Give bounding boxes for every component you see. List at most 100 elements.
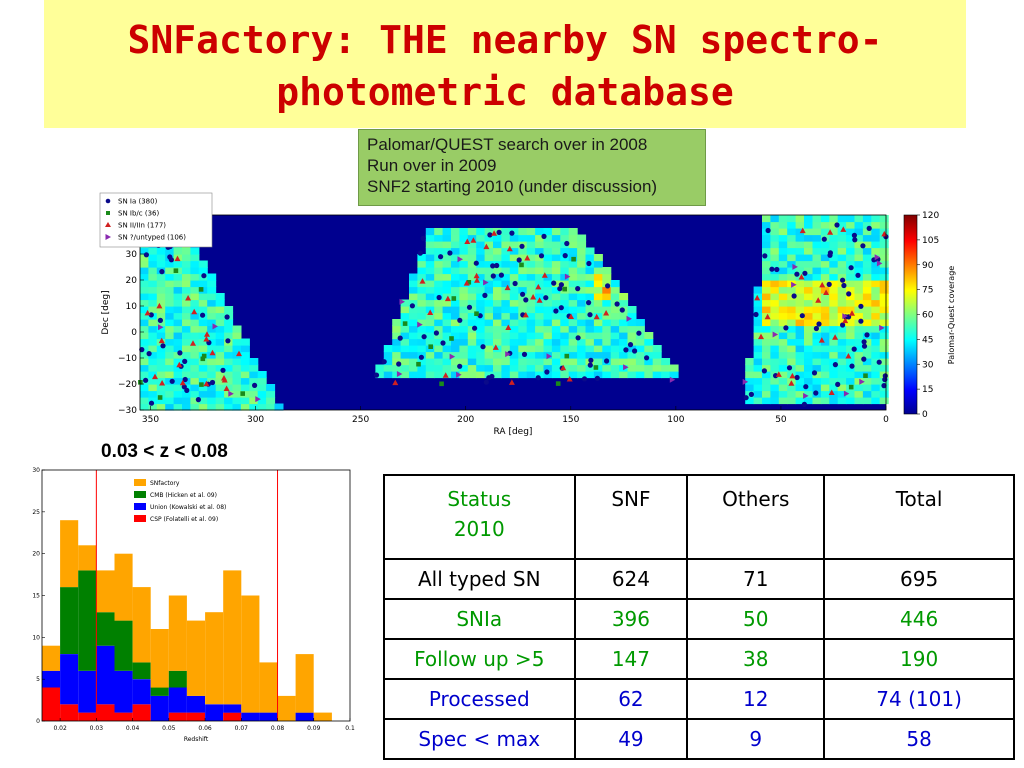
- sn-marker: [176, 361, 183, 368]
- sn-marker: [783, 325, 789, 331]
- sn-marker: [160, 343, 166, 349]
- sn-marker: [842, 313, 848, 320]
- sn-marker: [819, 281, 826, 288]
- histogram-bar: [168, 670, 187, 688]
- map-y-tick-label: 10: [126, 302, 138, 312]
- sn-marker: [564, 353, 570, 359]
- map-x-tick-label: 0: [883, 415, 889, 425]
- sn-marker: [449, 336, 454, 341]
- sn-marker: [473, 272, 480, 279]
- sn-marker: [813, 390, 819, 396]
- sn-marker: [466, 304, 473, 310]
- sn-marker: [182, 376, 188, 383]
- histogram-bar: [241, 595, 260, 713]
- colorbar-label: Palomar-Quest coverage: [947, 266, 956, 364]
- histogram-bar: [313, 712, 332, 721]
- colorbar-tick-label: 45: [922, 335, 933, 345]
- sn-marker: [519, 243, 525, 249]
- table-row: SNIa 396 50 446: [383, 598, 1015, 640]
- sn-marker: [505, 351, 511, 358]
- others-cell: 12: [686, 678, 826, 720]
- histogram-legend-entry: CSP (Folatelli et al. 09): [150, 516, 218, 523]
- sn-marker: [860, 243, 866, 249]
- sn-marker: [536, 297, 543, 303]
- note-line-3: SNF2 starting 2010 (under discussion): [367, 177, 658, 196]
- sn-marker: [179, 379, 186, 386]
- sn-marker: [627, 342, 634, 348]
- histogram-bar: [277, 695, 296, 721]
- histogram-bar: [78, 545, 97, 571]
- sn-marker: [859, 378, 865, 385]
- sn-marker: [442, 372, 449, 378]
- sn-marker: [483, 379, 489, 385]
- others-cell: 38: [686, 638, 826, 680]
- sn-marker: [428, 344, 433, 349]
- histogram-bar: [132, 679, 151, 705]
- histogram-bar: [295, 712, 314, 721]
- sn-marker: [464, 238, 471, 244]
- legend-marker-sn-ibc: [106, 211, 110, 215]
- sn-marker: [754, 294, 761, 301]
- sn-marker: [882, 373, 888, 379]
- sn-marker: [858, 318, 864, 324]
- sn-marker: [769, 266, 775, 272]
- histogram-bar: [114, 620, 133, 671]
- sn-marker: [879, 324, 885, 331]
- sn-marker: [191, 308, 198, 315]
- histogram-x-tick-label: 0.03: [90, 725, 104, 732]
- histogram-bar: [114, 712, 133, 721]
- sn-marker: [483, 279, 489, 286]
- sn-marker: [143, 252, 149, 258]
- sn-marker: [177, 350, 183, 356]
- header-others: Others: [686, 474, 826, 560]
- sn-marker: [159, 380, 166, 386]
- histogram-x-tick-label: 0.06: [198, 725, 212, 732]
- sn-marker: [184, 387, 190, 393]
- histogram-bar: [114, 670, 133, 713]
- histogram-bar: [42, 687, 61, 721]
- sn-marker: [146, 351, 152, 357]
- sn-marker: [788, 380, 795, 386]
- map-x-tick-label: 300: [247, 415, 264, 425]
- sn-marker: [173, 268, 179, 273]
- sn-marker: [524, 255, 531, 261]
- status-cell: SNIa: [383, 598, 576, 640]
- sn-marker: [840, 226, 847, 232]
- sn-marker: [818, 337, 825, 343]
- sn-marker: [209, 379, 216, 386]
- sn-marker: [498, 272, 504, 278]
- sn-marker: [558, 305, 564, 311]
- sn-marker: [852, 237, 858, 243]
- sn-marker: [224, 314, 230, 320]
- sn-marker: [832, 362, 839, 368]
- sn-marker: [864, 332, 870, 338]
- map-y-tick-label: −20: [118, 380, 137, 390]
- sn-marker: [575, 286, 581, 292]
- sn-marker: [236, 350, 242, 357]
- histogram-bar: [205, 704, 224, 721]
- colorbar-tick-label: 15: [922, 385, 933, 395]
- sn-marker: [456, 371, 462, 378]
- sn-marker: [553, 308, 559, 314]
- sn-status-table: Status 2010 SNF Others Total All typed S…: [383, 474, 1015, 760]
- sn-marker: [876, 260, 883, 267]
- histogram-bar: [132, 587, 151, 663]
- map-x-tick-label: 250: [352, 415, 369, 425]
- sn-marker: [157, 395, 163, 400]
- sn-marker: [840, 322, 846, 328]
- histogram-bar: [295, 654, 314, 713]
- map-x-tick-label: 200: [457, 415, 474, 425]
- sky-coverage-map: 350300250200150100500403020100−10−20−30R…: [99, 192, 956, 437]
- sn-marker: [848, 384, 854, 390]
- sn-marker: [199, 382, 204, 387]
- histogram-bar: [186, 695, 205, 713]
- sn-marker: [564, 273, 571, 280]
- histogram-bar: [168, 712, 187, 721]
- histogram-bar: [78, 712, 97, 721]
- histogram-x-tick-label: 0.09: [307, 725, 321, 732]
- map-y-axis-label: Dec [deg]: [101, 290, 111, 334]
- histogram-bar: [223, 704, 242, 713]
- histogram-bar: [186, 712, 205, 721]
- histogram-y-tick-label: 15: [32, 593, 40, 600]
- sn-marker: [225, 338, 231, 344]
